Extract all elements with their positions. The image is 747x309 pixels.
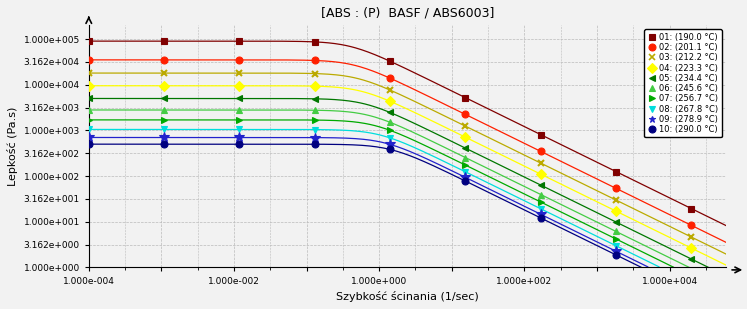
X-axis label: Szybkość ścinania (1/sec): Szybkość ścinania (1/sec) [336, 291, 479, 302]
Y-axis label: Lepkość (Pa.s): Lepkość (Pa.s) [7, 107, 18, 186]
Title: [ABS : (P)  BASF / ABS6003]: [ABS : (P) BASF / ABS6003] [320, 7, 494, 20]
Legend: 01: (190.0 °C), 02: (201.1 °C), 03: (212.2 °C), 04: (223.3 °C), 05: (234.4 °C), : 01: (190.0 °C), 02: (201.1 °C), 03: (212… [645, 29, 722, 138]
